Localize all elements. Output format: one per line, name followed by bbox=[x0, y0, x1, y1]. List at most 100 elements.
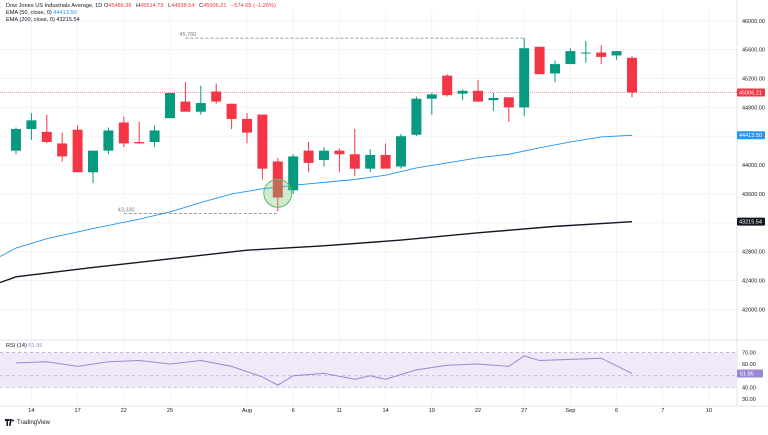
price-badge-label-2: 43215.54 bbox=[739, 220, 762, 226]
rsi-line bbox=[15, 355, 633, 386]
candle-30[interactable] bbox=[473, 79, 483, 102]
candle-body bbox=[149, 130, 160, 142]
candle-body bbox=[396, 136, 406, 167]
candle-1[interactable] bbox=[26, 113, 37, 140]
price-tick-label-0: 42000.00 bbox=[742, 307, 765, 313]
annotation-label-1: 43,330 bbox=[118, 207, 135, 213]
candle-27[interactable] bbox=[426, 92, 437, 115]
candle-12[interactable] bbox=[195, 85, 206, 115]
candle-32[interactable] bbox=[503, 97, 514, 122]
candle-0[interactable] bbox=[11, 127, 21, 155]
ema200-legend-row[interactable]: EMA (200, close, 0) 43215.54 bbox=[6, 17, 276, 24]
price-annotations: 45,760 43,330 bbox=[0, 32, 737, 214]
candle-11[interactable] bbox=[180, 82, 191, 112]
time-axis: 14 17 22 25 Aug 6 11 14 19 22 27 Sep 6 7 10 bbox=[28, 408, 712, 414]
candle-body bbox=[257, 114, 268, 169]
candle-15[interactable] bbox=[242, 113, 252, 144]
tradingview-brand: TradingView bbox=[17, 419, 51, 426]
candle-18[interactable] bbox=[288, 154, 299, 194]
candle-body bbox=[503, 97, 514, 108]
price-tick-label-10: 46000.00 bbox=[742, 19, 765, 25]
ohlc-high: H45514.73 bbox=[136, 3, 165, 9]
chart-legend: Dow Jones US Industrials Average, 1D O45… bbox=[6, 3, 276, 24]
candle-25[interactable] bbox=[396, 134, 406, 169]
candles bbox=[11, 38, 637, 212]
candle-10[interactable] bbox=[165, 92, 175, 119]
time-tick-label-14: 10 bbox=[706, 408, 712, 414]
price-badges: 45006.21 44413.50 43215.54 bbox=[737, 88, 765, 226]
tradingview-footer[interactable]: TradingView bbox=[5, 419, 50, 426]
price-badge-label-1: 44413.50 bbox=[739, 133, 762, 139]
candle-33[interactable] bbox=[519, 38, 530, 117]
ema50-legend-row[interactable]: EMA (50, close, 0) 44413.50 bbox=[6, 10, 276, 17]
candle-5[interactable] bbox=[88, 150, 98, 184]
time-tick-label-4: Aug bbox=[242, 408, 252, 414]
candle-34[interactable] bbox=[534, 46, 545, 75]
ema200-legend-value: 43215.54 bbox=[56, 17, 80, 23]
candle-8[interactable] bbox=[134, 121, 145, 144]
rsi-legend[interactable]: RSI (14) 51.95 bbox=[6, 343, 42, 350]
price-axis: 42000.0042400.0042800.0043200.0043600.00… bbox=[742, 19, 765, 313]
candle-23[interactable] bbox=[365, 149, 376, 173]
candle-6[interactable] bbox=[103, 127, 114, 155]
candle-36[interactable] bbox=[565, 48, 576, 65]
candle-16[interactable] bbox=[257, 114, 268, 180]
candle-29[interactable] bbox=[457, 89, 468, 101]
price-tick-label-1: 42400.00 bbox=[742, 278, 765, 284]
price-badge-0 bbox=[737, 88, 765, 97]
candle-9[interactable] bbox=[149, 125, 160, 148]
candle-body bbox=[242, 118, 252, 133]
candle-4[interactable] bbox=[72, 125, 83, 173]
candle-body bbox=[26, 120, 37, 130]
ohlc-high-value: 45514.73 bbox=[140, 3, 164, 9]
ema50-legend-label: EMA (50, close, 0) bbox=[6, 10, 52, 16]
candle-24[interactable] bbox=[380, 143, 391, 169]
candle-body bbox=[457, 90, 468, 94]
highlight-circle bbox=[263, 178, 293, 208]
ohlc-close: C45006.21 bbox=[199, 3, 228, 9]
candle-body bbox=[442, 75, 453, 96]
candle-7[interactable] bbox=[118, 116, 129, 148]
ema200-legend-label: EMA (200, close, 0) bbox=[6, 17, 55, 23]
candle-37[interactable] bbox=[580, 41, 591, 63]
rsi-tick-label-2: 60.00 bbox=[742, 362, 756, 368]
candle-28[interactable] bbox=[442, 74, 453, 97]
candle-26[interactable] bbox=[411, 96, 422, 137]
candle-21[interactable] bbox=[334, 148, 345, 173]
candle-body bbox=[211, 91, 222, 102]
candle-22[interactable] bbox=[349, 129, 360, 176]
time-tick-label-2: 22 bbox=[121, 408, 127, 414]
candle-19[interactable] bbox=[303, 141, 314, 173]
candle-body bbox=[596, 52, 607, 57]
candle-body bbox=[226, 103, 237, 119]
price-badge-2 bbox=[737, 217, 765, 226]
ema200-path bbox=[0, 220, 633, 284]
candle-31[interactable] bbox=[488, 92, 499, 111]
candle-38[interactable] bbox=[596, 45, 607, 65]
candle-20[interactable] bbox=[319, 147, 329, 167]
candle-body bbox=[349, 154, 360, 169]
candle-13[interactable] bbox=[211, 83, 222, 104]
tradingview-logo-icon bbox=[5, 419, 14, 426]
price-badge-label-0: 45006.21 bbox=[739, 90, 762, 96]
candle-35[interactable] bbox=[550, 60, 560, 83]
candle-2[interactable] bbox=[41, 114, 52, 144]
candle-body bbox=[57, 143, 68, 157]
candle-40[interactable] bbox=[627, 55, 637, 98]
chart-grid bbox=[0, 0, 768, 407]
symbol-title: Dow Jones US Industrials Average, 1D bbox=[6, 3, 103, 9]
ohlc-close-label: C bbox=[199, 3, 204, 9]
rsi-legend-value: 51.95 bbox=[28, 343, 43, 349]
candle-14[interactable] bbox=[226, 103, 237, 130]
price-change: −574.65 (−1.26%) bbox=[231, 3, 276, 9]
candle-3[interactable] bbox=[57, 132, 68, 162]
ohlc-open-value: 45486.36 bbox=[108, 3, 132, 9]
candle-39[interactable] bbox=[611, 51, 622, 60]
ema50-line bbox=[0, 134, 633, 258]
candle-body bbox=[118, 122, 129, 144]
time-tick-label-12: 6 bbox=[615, 408, 618, 414]
candle-body bbox=[565, 51, 576, 65]
rsi-panel: 30.00 40.00 60.00 70.00 51.95 bbox=[0, 350, 763, 403]
